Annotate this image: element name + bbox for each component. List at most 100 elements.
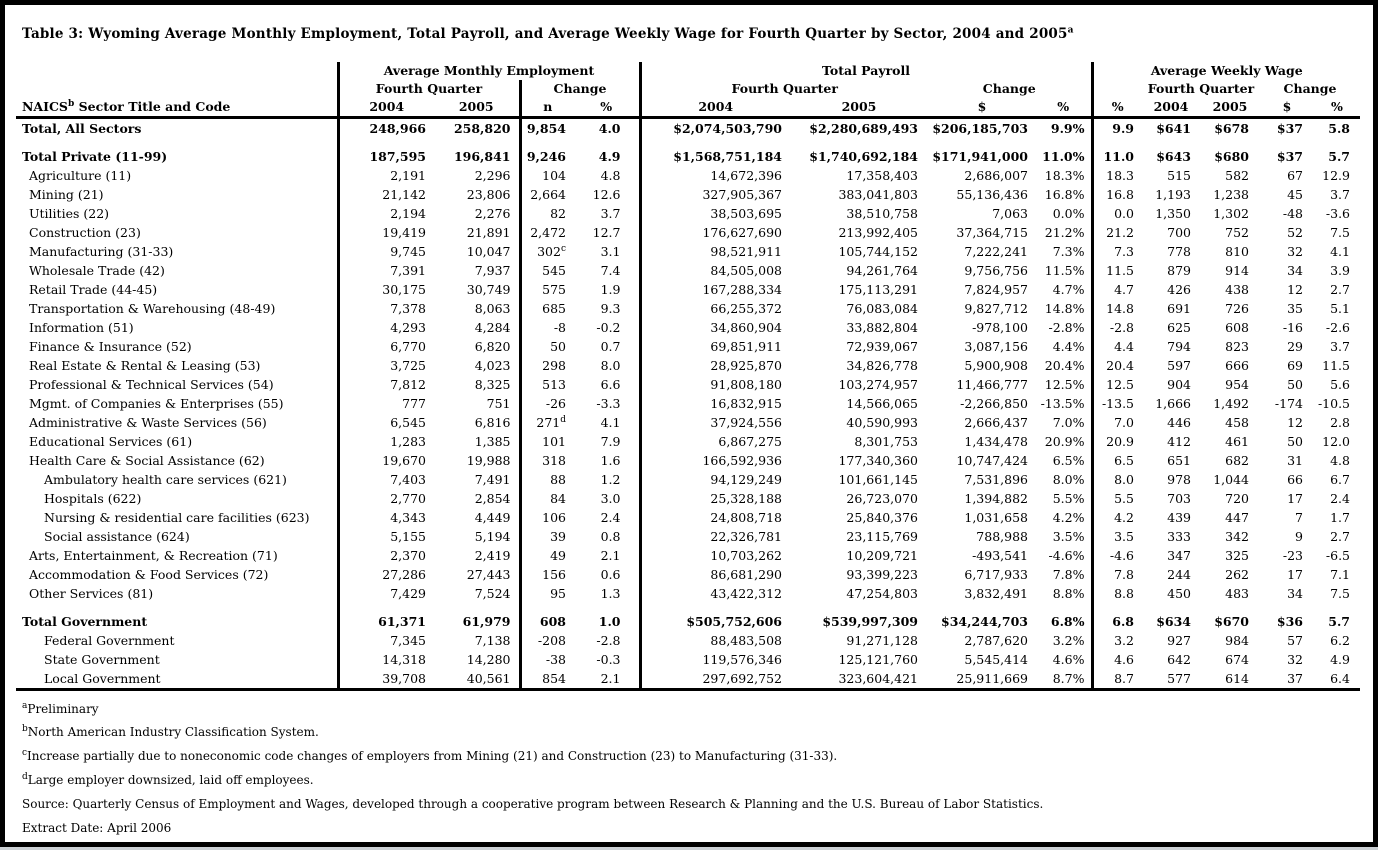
- value-cell: 1.2: [600, 472, 621, 487]
- value-cell: -13.5: [1090, 394, 1142, 413]
- value-cell: 1,283: [336, 432, 434, 451]
- value-cell: 4.6%: [1052, 652, 1085, 667]
- value-cell: $36: [1276, 614, 1303, 629]
- value-cell: 691: [1167, 301, 1191, 316]
- value-cell: 7,531,896: [964, 472, 1028, 487]
- value-cell: 3.0: [600, 491, 621, 506]
- value-cell: 5.8: [1328, 121, 1350, 136]
- value-cell: -8: [518, 318, 574, 337]
- value-cell: 777: [336, 394, 434, 413]
- value-cell: 3,725: [336, 356, 434, 375]
- value-cell: 86,681,290: [638, 565, 790, 584]
- value-cell: 682: [1225, 453, 1249, 468]
- value-cell: 7.9: [600, 434, 621, 449]
- value-cell: 22,326,781: [638, 527, 790, 546]
- value-cell: 12.5%: [1044, 377, 1085, 392]
- value-cell: 7,824,957: [964, 282, 1028, 297]
- value-cell: 66: [1287, 472, 1303, 487]
- value-cell: 7,429: [336, 584, 434, 603]
- value-cell: 2,686,007: [964, 168, 1028, 183]
- value-cell: 25,328,188: [638, 489, 790, 508]
- value-cell: 175,113,291: [838, 282, 918, 297]
- value-cell: 27,443: [466, 567, 511, 582]
- value-cell: 31: [1287, 453, 1303, 468]
- value-cell: 8.8: [1090, 584, 1142, 603]
- table-row: Administrative & Waste Services (56) 6,54…: [16, 413, 1360, 432]
- value-cell: 39: [518, 527, 574, 546]
- value-cell: 94,129,249: [638, 470, 790, 489]
- value-cell: 50: [518, 337, 574, 356]
- value-cell: 788,988: [976, 529, 1028, 544]
- value-cell: 6.5%: [1052, 453, 1085, 468]
- value-cell: 4.9: [598, 149, 621, 164]
- value-cell: 101,661,145: [838, 472, 918, 487]
- subheader-wage-fourth-quarter: Fourth Quarter: [1147, 81, 1255, 96]
- value-cell: 40,590,993: [846, 415, 918, 430]
- value-cell: 6,867,275: [638, 432, 790, 451]
- value-cell: 7,491: [474, 472, 511, 487]
- value-cell: 69,851,911: [638, 337, 790, 356]
- value-cell: 94,261,764: [846, 263, 918, 278]
- value-cell: 666: [1225, 358, 1249, 373]
- table-row: Nursing & residential care facilities (6…: [16, 508, 1360, 527]
- value-cell: 2,770: [336, 489, 434, 508]
- value-cell: 4.0: [598, 121, 621, 136]
- value-cell: -2.8: [1090, 318, 1142, 337]
- value-cell: 347: [1167, 548, 1191, 563]
- value-cell: 582: [1225, 168, 1249, 183]
- value-cell: 21.2: [1090, 223, 1142, 242]
- value-cell: 6,717,933: [964, 567, 1028, 582]
- value-cell: 25,840,376: [846, 510, 918, 525]
- value-cell: 9: [1295, 529, 1303, 544]
- value-cell: 1,044: [1213, 472, 1249, 487]
- value-cell: 244: [1167, 567, 1191, 582]
- value-cell: 26,723,070: [846, 491, 918, 506]
- value-cell: 4.7: [1090, 280, 1142, 299]
- value-cell: 914: [1225, 263, 1249, 278]
- value-cell: 5,194: [474, 529, 511, 544]
- value-cell: 1,302: [1213, 206, 1249, 221]
- value-cell: 93,399,223: [846, 567, 918, 582]
- value-cell: 325: [1225, 548, 1249, 563]
- value-cell: 8.8%: [1052, 586, 1085, 601]
- value-cell: 614: [1225, 671, 1249, 686]
- value-cell: 166,592,936: [638, 451, 790, 470]
- value-cell: 2.7: [1330, 529, 1350, 544]
- value-cell: 1,385: [474, 434, 511, 449]
- subheader-payroll-fourth-quarter: Fourth Quarter: [638, 80, 928, 98]
- value-cell: 3.5%: [1052, 529, 1085, 544]
- value-cell: 52: [1287, 225, 1303, 240]
- value-cell: 8.0: [1090, 470, 1142, 489]
- value-cell: 823: [1225, 339, 1249, 354]
- value-cell: 6,816: [474, 415, 511, 430]
- value-cell: 7.8: [1090, 565, 1142, 584]
- value-cell: 7,403: [336, 470, 434, 489]
- value-cell: 9.3: [600, 301, 621, 316]
- sector-label: Retail Trade (44-45): [29, 282, 158, 297]
- sector-label: Hospitals (622): [44, 491, 142, 506]
- value-cell: 8.7: [1090, 669, 1142, 690]
- value-cell: 34,860,904: [638, 318, 790, 337]
- value-cell: 2,854: [474, 491, 511, 506]
- value-cell: 4.4: [1090, 337, 1142, 356]
- value-cell: 513: [518, 375, 574, 394]
- value-cell: 4.1: [1330, 244, 1350, 259]
- value-cell: $1,740,692,184: [809, 149, 918, 164]
- value-cell: 67: [1287, 168, 1303, 183]
- value-cell: 69: [1287, 358, 1303, 373]
- value-cell: 4.8: [1330, 453, 1350, 468]
- value-cell: 6.5: [1090, 451, 1142, 470]
- value-cell: 383,041,803: [838, 187, 918, 202]
- value-cell: $539,997,309: [822, 614, 918, 629]
- value-cell: 24,808,718: [638, 508, 790, 527]
- value-cell: 20.9%: [1044, 434, 1085, 449]
- table-row: Social assistance (624) 5,155 5,194 39 0.8 22…: [16, 527, 1360, 546]
- value-cell: 101: [518, 432, 574, 451]
- column-header-wage-change-pct: %: [1314, 98, 1360, 119]
- value-cell: 10,703,262: [638, 546, 790, 565]
- value-cell: 1.0: [598, 614, 621, 629]
- value-cell: -38: [518, 650, 574, 669]
- column-header-emp-2005: 2005: [434, 98, 520, 119]
- value-cell: -174: [1274, 396, 1303, 411]
- table-row: Hospitals (622) 2,770 2,854 84 3.0 25,328,188…: [16, 489, 1360, 508]
